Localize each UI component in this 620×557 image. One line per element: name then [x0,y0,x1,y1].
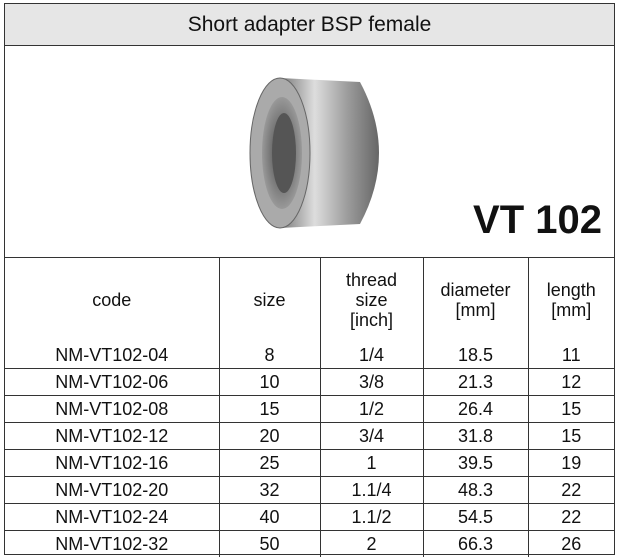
title: Short adapter BSP female [5,4,614,46]
cell: 1.1/4 [320,477,423,504]
cell: 1/4 [320,342,423,369]
cell: 21.3 [423,369,528,396]
header-text: [mm] [529,300,615,320]
cell: 50 [219,531,320,557]
header-cell: size [219,258,320,342]
cell: NM-VT102-20 [5,477,219,504]
header-text: [inch] [321,310,423,330]
cell: 12 [528,369,614,396]
cell: 2 [320,531,423,557]
cell: 20 [219,423,320,450]
header-text: size [220,290,320,310]
cell: 25 [219,450,320,477]
cell: 15 [528,423,614,450]
cell: 1.1/2 [320,504,423,531]
cell: 1/2 [320,396,423,423]
cell: 3/4 [320,423,423,450]
cell: NM-VT102-24 [5,504,219,531]
header-cell: diameter[mm] [423,258,528,342]
cell: 18.5 [423,342,528,369]
header-text: code [5,290,219,310]
header-text: size [321,290,423,310]
cell: 15 [219,396,320,423]
cell: 11 [528,342,614,369]
cell: 19 [528,450,614,477]
cell: 66.3 [423,531,528,557]
header-cell: code [5,258,219,342]
cell: 26.4 [423,396,528,423]
cell: NM-VT102-08 [5,396,219,423]
cell: NM-VT102-12 [5,423,219,450]
cell: 10 [219,369,320,396]
cell: NM-VT102-04 [5,342,219,369]
header-text: length [529,280,615,300]
cell: 22 [528,477,614,504]
cell: NM-VT102-16 [5,450,219,477]
product-image-area: VT 102 [5,46,614,258]
cell: 1 [320,450,423,477]
product-image [240,68,400,238]
cell: 26 [528,531,614,557]
cell: 32 [219,477,320,504]
cell: 31.8 [423,423,528,450]
cell: 48.3 [423,477,528,504]
cell: 40 [219,504,320,531]
header-text: diameter [424,280,528,300]
header-cell: length[mm] [528,258,614,342]
cell: 54.5 [423,504,528,531]
header-text: thread [321,270,423,290]
cell: 3/8 [320,369,423,396]
cell: 22 [528,504,614,531]
cell: 39.5 [423,450,528,477]
cell: 15 [528,396,614,423]
model-code: VT 102 [473,198,602,243]
header-text: [mm] [424,300,528,320]
cell: 8 [219,342,320,369]
cell: NM-VT102-32 [5,531,219,557]
cell: NM-VT102-06 [5,369,219,396]
